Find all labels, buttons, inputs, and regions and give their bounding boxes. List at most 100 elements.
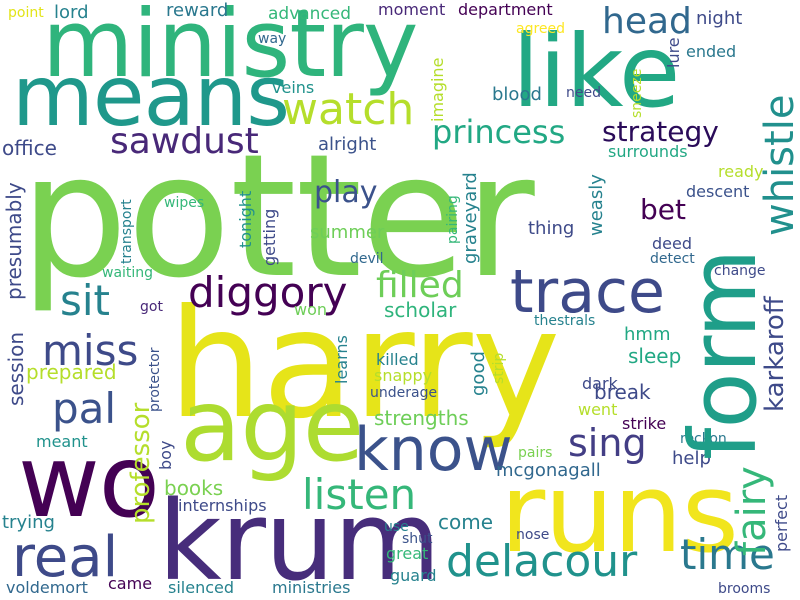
word-night: night bbox=[696, 8, 743, 29]
word-reckon: reckon bbox=[680, 431, 727, 447]
word-need: need bbox=[566, 85, 601, 101]
word-agreed: agreed bbox=[516, 21, 566, 37]
word-age: age bbox=[180, 367, 364, 484]
word-ministries: ministries bbox=[272, 578, 351, 597]
word-help: help bbox=[672, 448, 711, 469]
word-got: got bbox=[140, 299, 163, 315]
word-professor: professor bbox=[126, 402, 156, 524]
word-mcgonagall: mcgonagall bbox=[496, 460, 601, 481]
word-runs: runs bbox=[500, 449, 739, 577]
word-bet: bet bbox=[640, 193, 686, 226]
word-harry: harry bbox=[168, 278, 560, 452]
word-learns: learns bbox=[332, 335, 351, 384]
word-ended: ended bbox=[686, 42, 737, 61]
word-voldemort: voldemort bbox=[6, 578, 88, 597]
word-miss: miss bbox=[42, 326, 139, 375]
word-ready: ready bbox=[718, 162, 764, 181]
word-wipes: wipes bbox=[164, 195, 205, 211]
word-devil: devil bbox=[350, 251, 384, 267]
word-head: head bbox=[602, 1, 692, 42]
word-like: like bbox=[512, 13, 680, 130]
word-imagine: imagine bbox=[428, 57, 447, 122]
word-time: time bbox=[680, 530, 775, 579]
word-come: come bbox=[438, 510, 494, 534]
word-shut: shut bbox=[402, 531, 433, 547]
word-diggory: diggory bbox=[188, 268, 348, 317]
word-whistle: whistle bbox=[757, 94, 800, 236]
word-tonight: tonight bbox=[236, 190, 255, 248]
word-lord: lord bbox=[54, 2, 89, 23]
word-boy: boy bbox=[156, 440, 175, 470]
word-strategy: strategy bbox=[602, 115, 719, 148]
word-reward: reward bbox=[166, 0, 229, 21]
word-deed: deed bbox=[652, 234, 692, 253]
word-perfect: perfect bbox=[772, 494, 791, 552]
word-play: play bbox=[314, 175, 378, 210]
word-descent: descent bbox=[686, 182, 750, 201]
word-advanced: advanced bbox=[268, 4, 352, 24]
word-came: came bbox=[108, 574, 153, 593]
word-pairs: pairs bbox=[518, 445, 553, 461]
word-snappy: snappy bbox=[374, 366, 433, 385]
word-good: good bbox=[468, 351, 489, 396]
word-thing: thing bbox=[528, 218, 575, 239]
word-presumably: presumably bbox=[2, 182, 26, 300]
word-wo: wo bbox=[18, 423, 160, 540]
word-internships: internships bbox=[178, 496, 267, 515]
word-brooms: brooms bbox=[718, 581, 771, 597]
word-change: change bbox=[714, 263, 766, 279]
word-strike: strike bbox=[622, 414, 667, 433]
word-pal: pal bbox=[52, 384, 117, 433]
word-waiting: waiting bbox=[102, 265, 154, 281]
word-summer: summer bbox=[310, 222, 385, 243]
word-transport: transport bbox=[119, 199, 135, 264]
word-sawdust: sawdust bbox=[110, 121, 259, 162]
word-ministry: ministry bbox=[42, 0, 418, 99]
word-lure: lure bbox=[664, 37, 683, 68]
word-prepared: prepared bbox=[26, 360, 117, 384]
word-thestrals: thestrals bbox=[534, 313, 596, 329]
word-alright: alright bbox=[318, 134, 377, 155]
word-real: real bbox=[12, 525, 119, 590]
word-point: point bbox=[8, 5, 44, 21]
word-veins: veins bbox=[272, 78, 315, 97]
word-princess: princess bbox=[432, 113, 566, 151]
word-pairing: pairing bbox=[445, 195, 461, 244]
word-office: office bbox=[2, 136, 57, 160]
word-underage: underage bbox=[370, 385, 438, 401]
word-watch: watch bbox=[282, 84, 415, 135]
word-krum: krum bbox=[158, 477, 441, 600]
word-hmm: hmm bbox=[624, 324, 671, 345]
word-dark: dark bbox=[582, 374, 618, 393]
word-books: books bbox=[164, 476, 224, 500]
word-way: way bbox=[258, 31, 287, 47]
word-went: went bbox=[578, 400, 618, 419]
word-break: break bbox=[594, 380, 651, 404]
word-listen: listen bbox=[302, 470, 417, 519]
word-trace: trace bbox=[510, 257, 665, 327]
word-session: session bbox=[4, 331, 28, 406]
word-silenced: silenced bbox=[168, 578, 235, 597]
word-means: means bbox=[12, 47, 290, 145]
word-weasly: weasly bbox=[586, 174, 607, 236]
word-protector: protector bbox=[147, 347, 163, 412]
word-use: use bbox=[384, 519, 409, 535]
word-moment: moment bbox=[378, 0, 446, 19]
word-meant: meant bbox=[36, 432, 88, 451]
word-killed: killed bbox=[376, 350, 419, 369]
word-great: great bbox=[386, 544, 429, 563]
word-know: know bbox=[354, 415, 513, 485]
word-guard: guard bbox=[390, 566, 437, 585]
word-sneeze: sneeze bbox=[629, 68, 645, 118]
word-surrounds: surrounds bbox=[608, 142, 688, 161]
word-filled: filled bbox=[376, 265, 464, 306]
word-sit: sit bbox=[60, 276, 111, 325]
word-won: won bbox=[294, 300, 328, 319]
word-sing: sing bbox=[568, 421, 647, 465]
word-detect: detect bbox=[650, 251, 695, 267]
word-fairy: fairy bbox=[729, 466, 775, 556]
word-sleep: sleep bbox=[628, 344, 682, 368]
word-form: form bbox=[670, 249, 777, 460]
word-potter: potter bbox=[20, 118, 535, 316]
word-trying: trying bbox=[2, 512, 55, 533]
